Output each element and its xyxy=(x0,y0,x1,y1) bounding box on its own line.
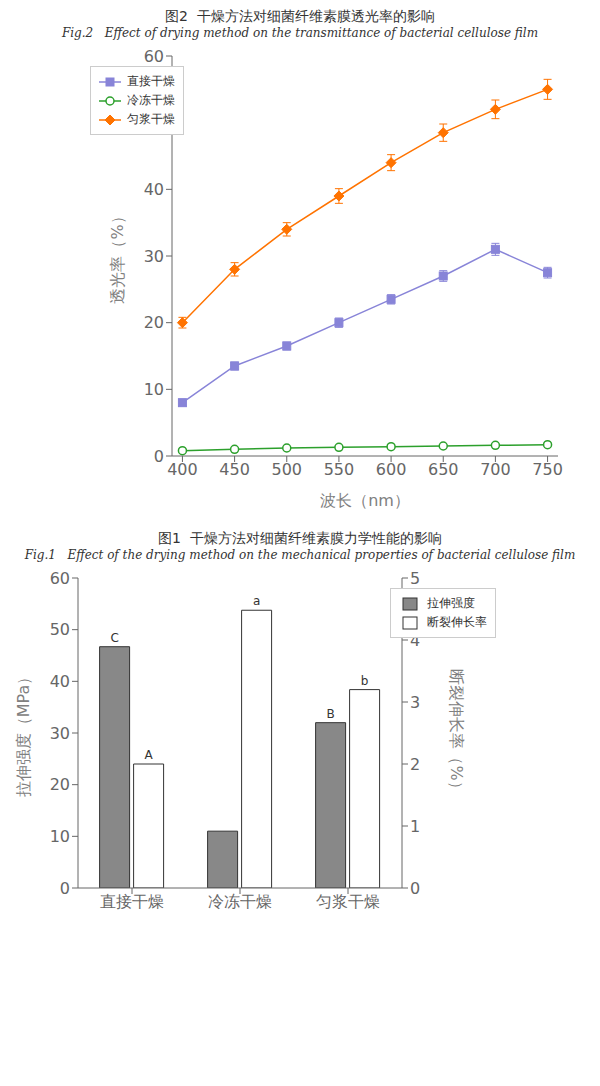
svg-text:5: 5 xyxy=(410,569,420,588)
svg-text:700: 700 xyxy=(480,460,511,479)
svg-text:10: 10 xyxy=(144,380,164,399)
svg-text:0: 0 xyxy=(410,879,420,898)
svg-text:1: 1 xyxy=(410,817,420,836)
svg-text:20: 20 xyxy=(144,313,164,332)
svg-text:40: 40 xyxy=(50,672,70,691)
svg-text:400: 400 xyxy=(167,460,198,479)
svg-text:450: 450 xyxy=(219,460,250,479)
svg-text:60: 60 xyxy=(50,569,70,588)
svg-text:50: 50 xyxy=(50,620,70,639)
svg-text:波长（nm）: 波长（nm） xyxy=(320,491,410,510)
svg-text:a: a xyxy=(253,594,260,608)
svg-text:直接干燥: 直接干燥 xyxy=(100,892,164,911)
svg-text:匀浆干燥: 匀浆干燥 xyxy=(316,892,380,911)
svg-text:3: 3 xyxy=(410,693,420,712)
svg-text:透光率（%）: 透光率（%） xyxy=(108,208,127,303)
svg-text:断裂伸长率（%）: 断裂伸长率（%） xyxy=(447,669,466,796)
svg-text:750: 750 xyxy=(532,460,563,479)
svg-text:500: 500 xyxy=(271,460,302,479)
svg-text:30: 30 xyxy=(50,724,70,743)
svg-text:B: B xyxy=(326,707,334,721)
svg-text:拉伸强度（MPa）: 拉伸强度（MPa） xyxy=(14,669,33,798)
svg-text:C: C xyxy=(110,631,118,645)
svg-text:650: 650 xyxy=(428,460,459,479)
svg-text:50: 50 xyxy=(144,113,164,132)
svg-text:30: 30 xyxy=(144,247,164,266)
svg-text:2: 2 xyxy=(410,755,420,774)
svg-text:0: 0 xyxy=(60,879,70,898)
svg-text:0: 0 xyxy=(154,447,164,466)
svg-text:600: 600 xyxy=(376,460,407,479)
svg-text:4: 4 xyxy=(410,631,420,650)
svg-text:550: 550 xyxy=(324,460,355,479)
svg-text:冷冻干燥: 冷冻干燥 xyxy=(208,892,272,911)
svg-text:60: 60 xyxy=(144,47,164,66)
svg-text:20: 20 xyxy=(50,775,70,794)
svg-text:10: 10 xyxy=(50,827,70,846)
svg-text:40: 40 xyxy=(144,180,164,199)
svg-text:b: b xyxy=(361,674,369,688)
svg-text:A: A xyxy=(144,748,153,762)
